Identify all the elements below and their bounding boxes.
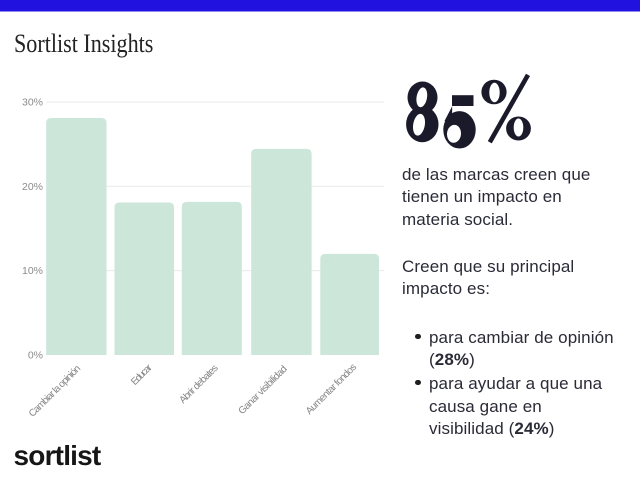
svg-text:10%: 10% — [22, 265, 43, 277]
svg-text:Educar: Educar — [129, 362, 155, 388]
svg-text:0%: 0% — [28, 349, 43, 361]
svg-text:Abrir debates: Abrir debates — [177, 363, 220, 406]
svg-text:30%: 30% — [22, 97, 43, 109]
svg-text:20%: 20% — [22, 181, 43, 193]
svg-text:Aumentar fondos: Aumentar fondos — [304, 362, 359, 417]
svg-text:Cambiar la opinión: Cambiar la opinión — [27, 363, 83, 419]
svg-text:Ganar visibilidad: Ganar visibilidad — [237, 364, 290, 417]
